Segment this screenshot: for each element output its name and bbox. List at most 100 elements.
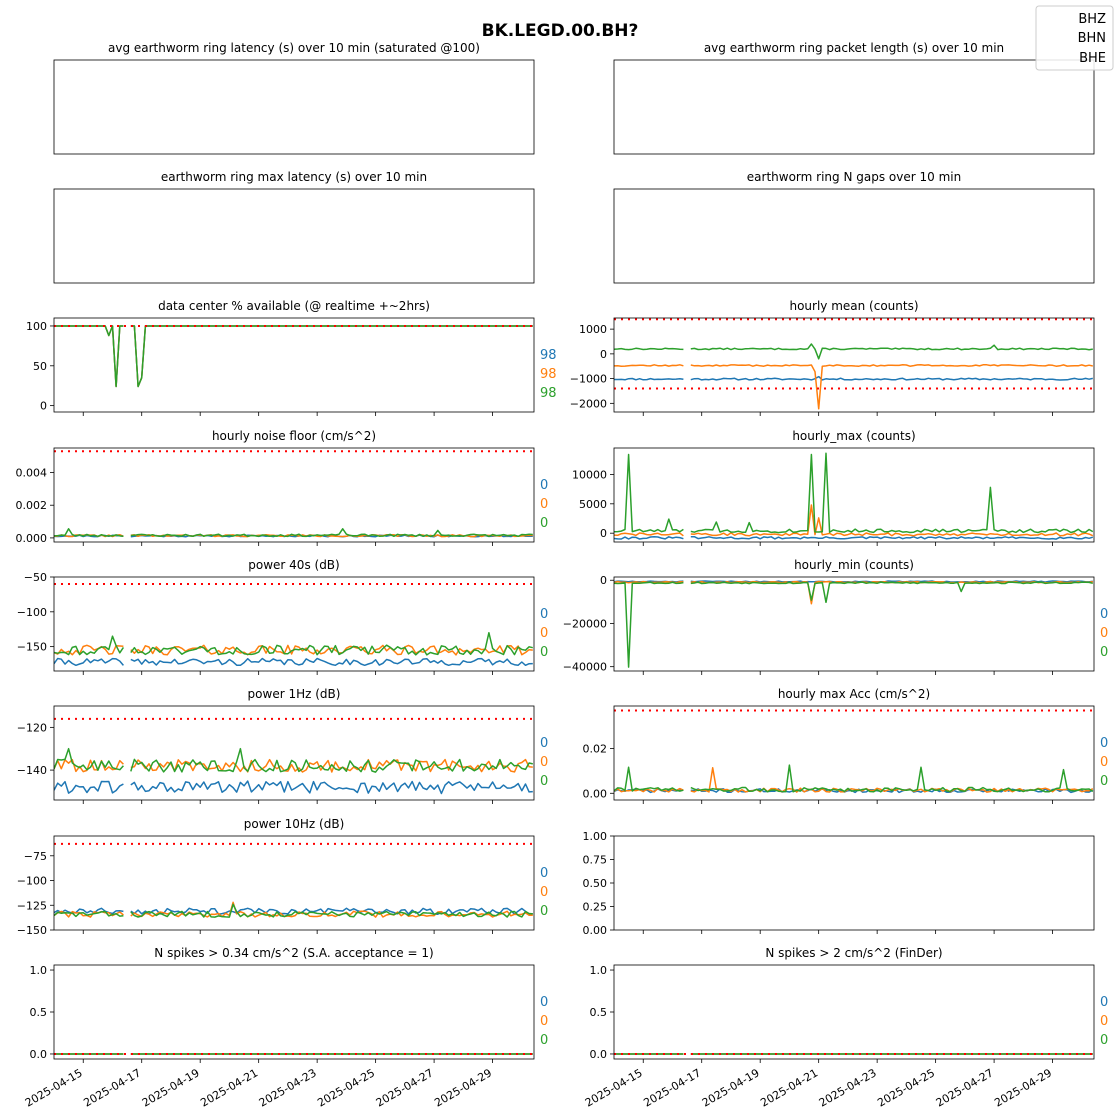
panel-title: hourly_min (counts) xyxy=(794,558,914,572)
legend-box xyxy=(1035,5,1114,71)
y-tick-label: −125 xyxy=(17,899,47,912)
y-tick-label: 1.00 xyxy=(583,830,608,843)
y-tick-label: 0 xyxy=(600,574,607,587)
panel-power_1hz: power 1Hz (dB) −140 −120 0 0 0 xyxy=(17,687,548,804)
y-tick-label: 0.0 xyxy=(590,1048,608,1061)
panel-frame xyxy=(53,835,535,931)
panel-title: N spikes > 2 cm/s^2 (FinDer) xyxy=(765,946,942,960)
series-line-bhe xyxy=(54,631,533,656)
series-line-bhe xyxy=(54,325,533,388)
panel-title: avg earthworm ring packet length (s) ove… xyxy=(704,41,1004,55)
panel-plot-area xyxy=(614,452,1094,540)
panel-title: hourly mean (counts) xyxy=(789,299,918,313)
panel-plot-area xyxy=(54,324,534,388)
panel-frame xyxy=(613,59,1095,155)
panel-title: power 1Hz (dB) xyxy=(248,687,341,701)
panel-max_latency: earthworm ring max latency (s) over 10 m… xyxy=(53,170,535,284)
panel-power_10hz: power 10Hz (dB) −150 −125 −100 −75 0 0 0 xyxy=(17,817,549,937)
panel-frame xyxy=(53,59,535,155)
panel-pct_available: data center % available (@ realtime +~2h… xyxy=(26,299,557,416)
panel-frame xyxy=(53,447,535,543)
end-label-bhe: 0 xyxy=(540,904,548,919)
y-tick-label: 0.25 xyxy=(583,901,608,914)
panel-hourly_max: hourly_max (counts) 0 5000 10000 xyxy=(572,429,1095,546)
y-tick-label: −40000 xyxy=(563,661,607,674)
y-tick-label: 0.0 xyxy=(30,1048,48,1061)
y-tick-label: 1.0 xyxy=(590,964,608,977)
y-tick-label: 100 xyxy=(26,320,47,333)
panel-noise_floor: hourly noise floor (cm/s^2) 0.000 0.002 0.0… xyxy=(16,429,548,546)
panel-title: hourly max Acc (cm/s^2) xyxy=(778,687,930,701)
panel-plot-area xyxy=(54,717,534,795)
panel-frame xyxy=(613,576,1095,672)
y-tick-label: 0.02 xyxy=(583,743,608,756)
series-line-bhe xyxy=(54,747,533,773)
panel-frame xyxy=(53,576,535,672)
panel-title: power 40s (dB) xyxy=(248,558,339,572)
panel-frame xyxy=(53,317,535,413)
end-label-bhz: 0 xyxy=(540,736,548,751)
panel-avg_packet: avg earthworm ring packet length (s) ove… xyxy=(613,41,1095,155)
panel-hourly_mean: hourly mean (counts) −2000 −1000 0 1000 xyxy=(570,299,1095,416)
panel-frame xyxy=(613,705,1095,801)
series-line-bhz xyxy=(614,535,1094,540)
panel-max_acc: hourly max Acc (cm/s^2) 0.00 0.02 0 0 0 xyxy=(583,687,1108,804)
panel-plot-area xyxy=(54,842,534,918)
y-tick-label: 0.00 xyxy=(583,787,608,800)
end-label-bhe: 0 xyxy=(540,645,548,660)
series-line-bhe xyxy=(54,528,533,538)
y-tick-label: 1.0 xyxy=(30,964,48,977)
series-line-bhz xyxy=(54,780,533,795)
end-label-bhn: 98 xyxy=(540,367,557,382)
end-label-bhe: 0 xyxy=(1100,774,1108,789)
panel-n_gaps: earthworm ring N gaps over 10 min xyxy=(613,170,1095,284)
series-line-bhn xyxy=(614,504,1094,537)
series-line-bhe xyxy=(614,343,1093,360)
legend-entry-bhe: BHE xyxy=(1079,51,1106,66)
panel-plot-area xyxy=(54,582,534,667)
y-tick-label: −100 xyxy=(17,875,47,888)
y-tick-label: 0.004 xyxy=(16,467,48,480)
panel-title: hourly noise floor (cm/s^2) xyxy=(212,429,376,443)
series-line-bhz xyxy=(54,657,533,667)
y-tick-label: −100 xyxy=(17,606,47,619)
end-label-bhn: 0 xyxy=(1100,1014,1108,1029)
legend-entry-bhz: BHZ xyxy=(1078,12,1106,27)
panel-power_40s: power 40s (dB) −150 −100 −50 0 0 0 xyxy=(17,558,548,675)
panel-title: data center % available (@ realtime +~2h… xyxy=(158,299,430,313)
end-label-bhz: 0 xyxy=(540,995,548,1010)
y-tick-label: 0.50 xyxy=(583,877,608,890)
end-label-bhn: 0 xyxy=(540,1014,548,1029)
panel-title: earthworm ring N gaps over 10 min xyxy=(747,170,961,184)
panel-title: earthworm ring max latency (s) over 10 m… xyxy=(161,170,427,184)
panel-plot-area xyxy=(614,318,1094,410)
legend: BHZ BHN BHE xyxy=(1035,5,1114,71)
panel-frame xyxy=(613,317,1095,413)
series-line-bhe xyxy=(54,903,533,918)
series-line-bhe xyxy=(614,581,1093,668)
end-label-bhn: 0 xyxy=(540,885,548,900)
panel-title: power 10Hz (dB) xyxy=(244,817,345,831)
y-tick-label: 0.000 xyxy=(16,532,48,545)
y-tick-label: 0 xyxy=(600,527,607,540)
y-tick-label: 10000 xyxy=(572,468,607,481)
end-label-bhe: 98 xyxy=(540,386,557,401)
panel-plot-area xyxy=(614,709,1094,794)
y-tick-label: −150 xyxy=(17,924,47,937)
series-line-bhe xyxy=(614,764,1094,793)
panel-title: hourly_max (counts) xyxy=(792,429,915,443)
y-tick-label: −150 xyxy=(17,641,47,654)
end-label-bhz: 0 xyxy=(1100,607,1108,622)
y-tick-label: 0.75 xyxy=(583,854,608,867)
y-tick-label: −140 xyxy=(17,764,47,777)
end-label-bhz: 0 xyxy=(540,866,548,881)
end-label-bhn: 0 xyxy=(1100,626,1108,641)
series-line-bhn xyxy=(614,364,1093,410)
panel-title: avg earthworm ring latency (s) over 10 m… xyxy=(108,41,480,55)
y-tick-label: −20000 xyxy=(563,617,607,630)
y-tick-label: −1000 xyxy=(570,373,607,386)
y-tick-label: 50 xyxy=(33,360,47,373)
panel-plot-area xyxy=(614,580,1093,668)
